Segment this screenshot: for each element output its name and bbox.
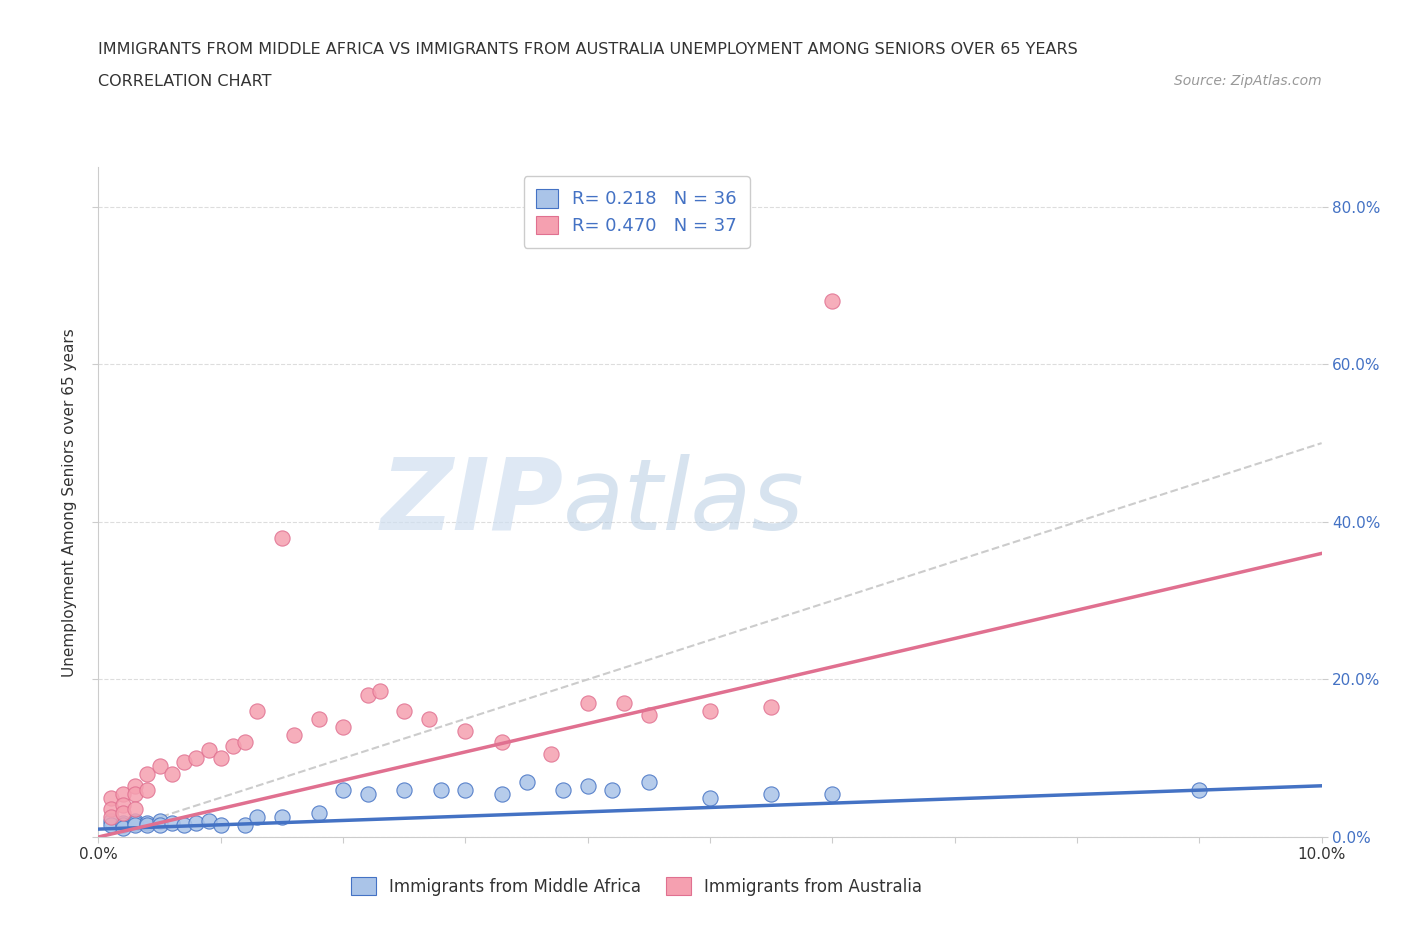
Point	[540, 747, 562, 762]
Point	[332, 719, 354, 734]
Point	[283, 727, 305, 742]
Text: ZIP: ZIP	[380, 454, 564, 551]
Text: IMMIGRANTS FROM MIDDLE AFRICA VS IMMIGRANTS FROM AUSTRALIA UNEMPLOYMENT AMONG SE: IMMIGRANTS FROM MIDDLE AFRICA VS IMMIGRA…	[98, 42, 1078, 57]
Point	[392, 703, 416, 718]
Point	[233, 735, 256, 750]
Text: Source: ZipAtlas.com: Source: ZipAtlas.com	[1174, 74, 1322, 88]
Point	[759, 699, 782, 714]
Point	[111, 786, 134, 801]
Text: atlas: atlas	[564, 454, 804, 551]
Point	[491, 786, 513, 801]
Point	[124, 814, 146, 829]
Point	[270, 530, 292, 545]
Y-axis label: Unemployment Among Seniors over 65 years: Unemployment Among Seniors over 65 years	[62, 328, 77, 677]
Point	[111, 798, 134, 813]
Point	[233, 817, 256, 832]
Point	[149, 759, 172, 774]
Point	[821, 786, 844, 801]
Point	[576, 778, 599, 793]
Text: CORRELATION CHART: CORRELATION CHART	[98, 74, 271, 89]
Point	[149, 817, 172, 832]
Point	[197, 743, 219, 758]
Point	[759, 786, 782, 801]
Point	[246, 810, 269, 825]
Point	[124, 817, 146, 832]
Point	[100, 802, 122, 817]
Point	[613, 696, 636, 711]
Point	[332, 782, 354, 797]
Point	[149, 814, 172, 829]
Point	[124, 778, 146, 793]
Point	[100, 790, 122, 805]
Point	[270, 810, 292, 825]
Point	[454, 724, 477, 738]
Point	[576, 696, 599, 711]
Point	[637, 708, 661, 723]
Point	[222, 739, 245, 754]
Point	[124, 816, 146, 830]
Point	[699, 703, 721, 718]
Point	[136, 817, 159, 832]
Point	[491, 735, 513, 750]
Point	[209, 751, 232, 765]
Point	[124, 802, 146, 817]
Point	[173, 817, 195, 832]
Point	[136, 766, 159, 781]
Point	[111, 820, 134, 835]
Point	[111, 817, 134, 832]
Point	[111, 816, 134, 830]
Point	[209, 817, 232, 832]
Point	[136, 816, 159, 830]
Point	[1188, 782, 1211, 797]
Point	[516, 775, 538, 790]
Point	[111, 806, 134, 821]
Legend: Immigrants from Middle Africa, Immigrants from Australia: Immigrants from Middle Africa, Immigrant…	[344, 870, 929, 902]
Point	[392, 782, 416, 797]
Point	[600, 782, 623, 797]
Point	[173, 755, 195, 770]
Point	[100, 814, 122, 829]
Point	[368, 684, 391, 698]
Point	[160, 766, 183, 781]
Point	[430, 782, 453, 797]
Point	[246, 703, 269, 718]
Point	[356, 688, 378, 703]
Point	[124, 786, 146, 801]
Point	[454, 782, 477, 797]
Point	[186, 816, 208, 830]
Point	[186, 751, 208, 765]
Point	[100, 810, 122, 825]
Point	[699, 790, 721, 805]
Point	[308, 806, 330, 821]
Point	[637, 775, 661, 790]
Point	[821, 294, 844, 309]
Point	[308, 711, 330, 726]
Point	[418, 711, 440, 726]
Point	[160, 816, 183, 830]
Point	[356, 786, 378, 801]
Point	[136, 782, 159, 797]
Point	[553, 782, 575, 797]
Point	[100, 817, 122, 832]
Point	[197, 814, 219, 829]
